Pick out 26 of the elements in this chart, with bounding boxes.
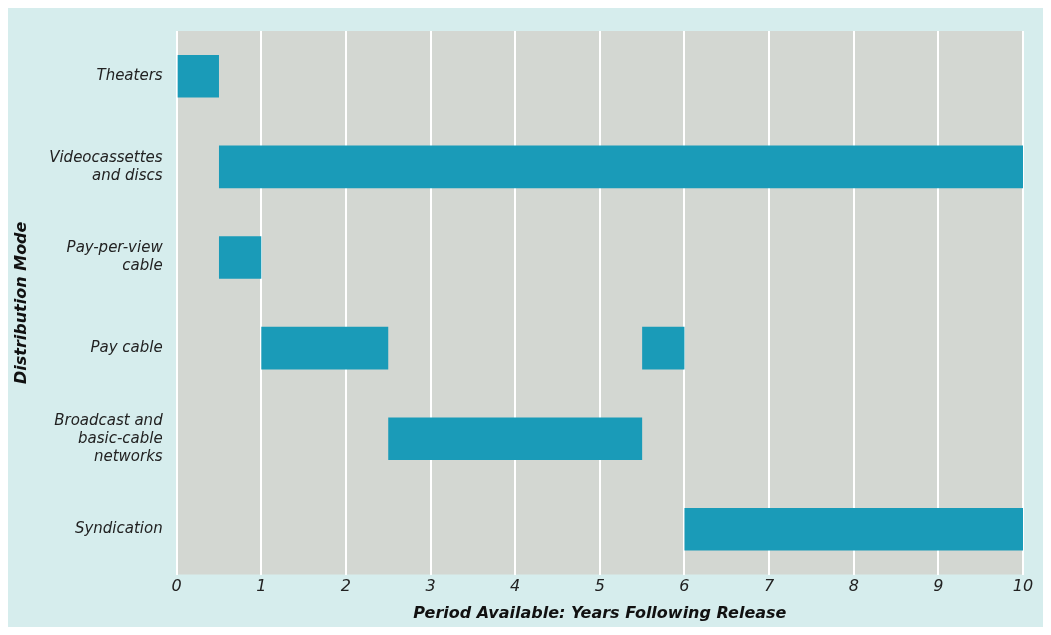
- x-tick-label: 0: [171, 576, 182, 596]
- y-tick-label: Syndication: [74, 519, 163, 538]
- x-tick-label: 1: [256, 576, 267, 596]
- bar: [218, 236, 262, 279]
- y-axis-title: Distribution Mode: [10, 221, 30, 385]
- bar: [261, 326, 389, 370]
- bar: [684, 508, 1023, 551]
- y-tick-label: Videocassettes and discs: [49, 147, 163, 184]
- y-tick-label: Pay cable: [90, 337, 163, 356]
- bar: [642, 326, 685, 370]
- x-tick-label: 3: [425, 576, 436, 596]
- bar: [388, 417, 643, 460]
- x-tick-label: 5: [594, 576, 605, 596]
- y-tick-label: Theaters: [96, 66, 163, 85]
- y-tick-label: Broadcast and basic-cable networks: [54, 410, 164, 465]
- x-tick-label: 2: [340, 576, 352, 596]
- x-tick-label: 4: [510, 576, 521, 596]
- x-tick-label: 6: [679, 576, 690, 596]
- x-tick-label: 10: [1012, 576, 1034, 596]
- x-tick-label: 9: [933, 576, 944, 596]
- x-axis-title: Period Available: Years Following Release: [413, 602, 787, 622]
- x-tick-label: 7: [764, 576, 775, 596]
- bar: [218, 145, 1023, 189]
- bar: [177, 55, 219, 98]
- y-tick-label: Pay-per-view cable: [66, 238, 164, 275]
- x-tick-label: 8: [848, 576, 859, 596]
